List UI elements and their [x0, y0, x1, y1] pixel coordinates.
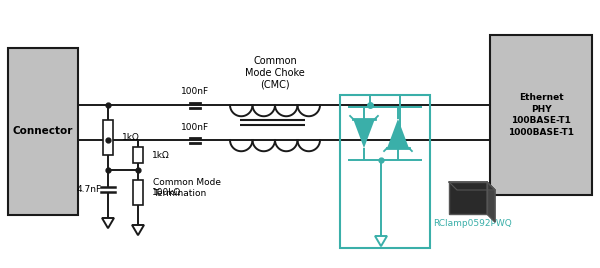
Text: 100nF: 100nF	[181, 87, 209, 96]
Text: 100nF: 100nF	[181, 122, 209, 132]
Text: Common
Mode Choke
(CMC): Common Mode Choke (CMC)	[245, 56, 305, 90]
Polygon shape	[387, 119, 409, 148]
Text: Ethernet
PHY
100BASE-T1
1000BASE-T1: Ethernet PHY 100BASE-T1 1000BASE-T1	[508, 93, 574, 137]
Bar	[449, 182, 487, 214]
Text: 100kΩ: 100kΩ	[152, 188, 181, 197]
Bar	[340, 95, 430, 248]
Text: 4.7nF: 4.7nF	[77, 184, 102, 193]
Polygon shape	[353, 119, 375, 148]
Polygon shape	[449, 182, 495, 190]
Bar	[490, 35, 592, 195]
Text: Connector: Connector	[13, 126, 73, 136]
Text: 1kΩ: 1kΩ	[122, 133, 140, 142]
Bar	[133, 147, 143, 163]
Text: 1kΩ: 1kΩ	[152, 151, 170, 159]
Text: RClamp0592PWQ: RClamp0592PWQ	[433, 219, 511, 229]
Bar	[133, 180, 143, 205]
Bar	[103, 120, 113, 155]
Text: Common Mode
Termination: Common Mode Termination	[153, 178, 221, 198]
Polygon shape	[487, 182, 495, 222]
Bar	[8, 48, 78, 215]
